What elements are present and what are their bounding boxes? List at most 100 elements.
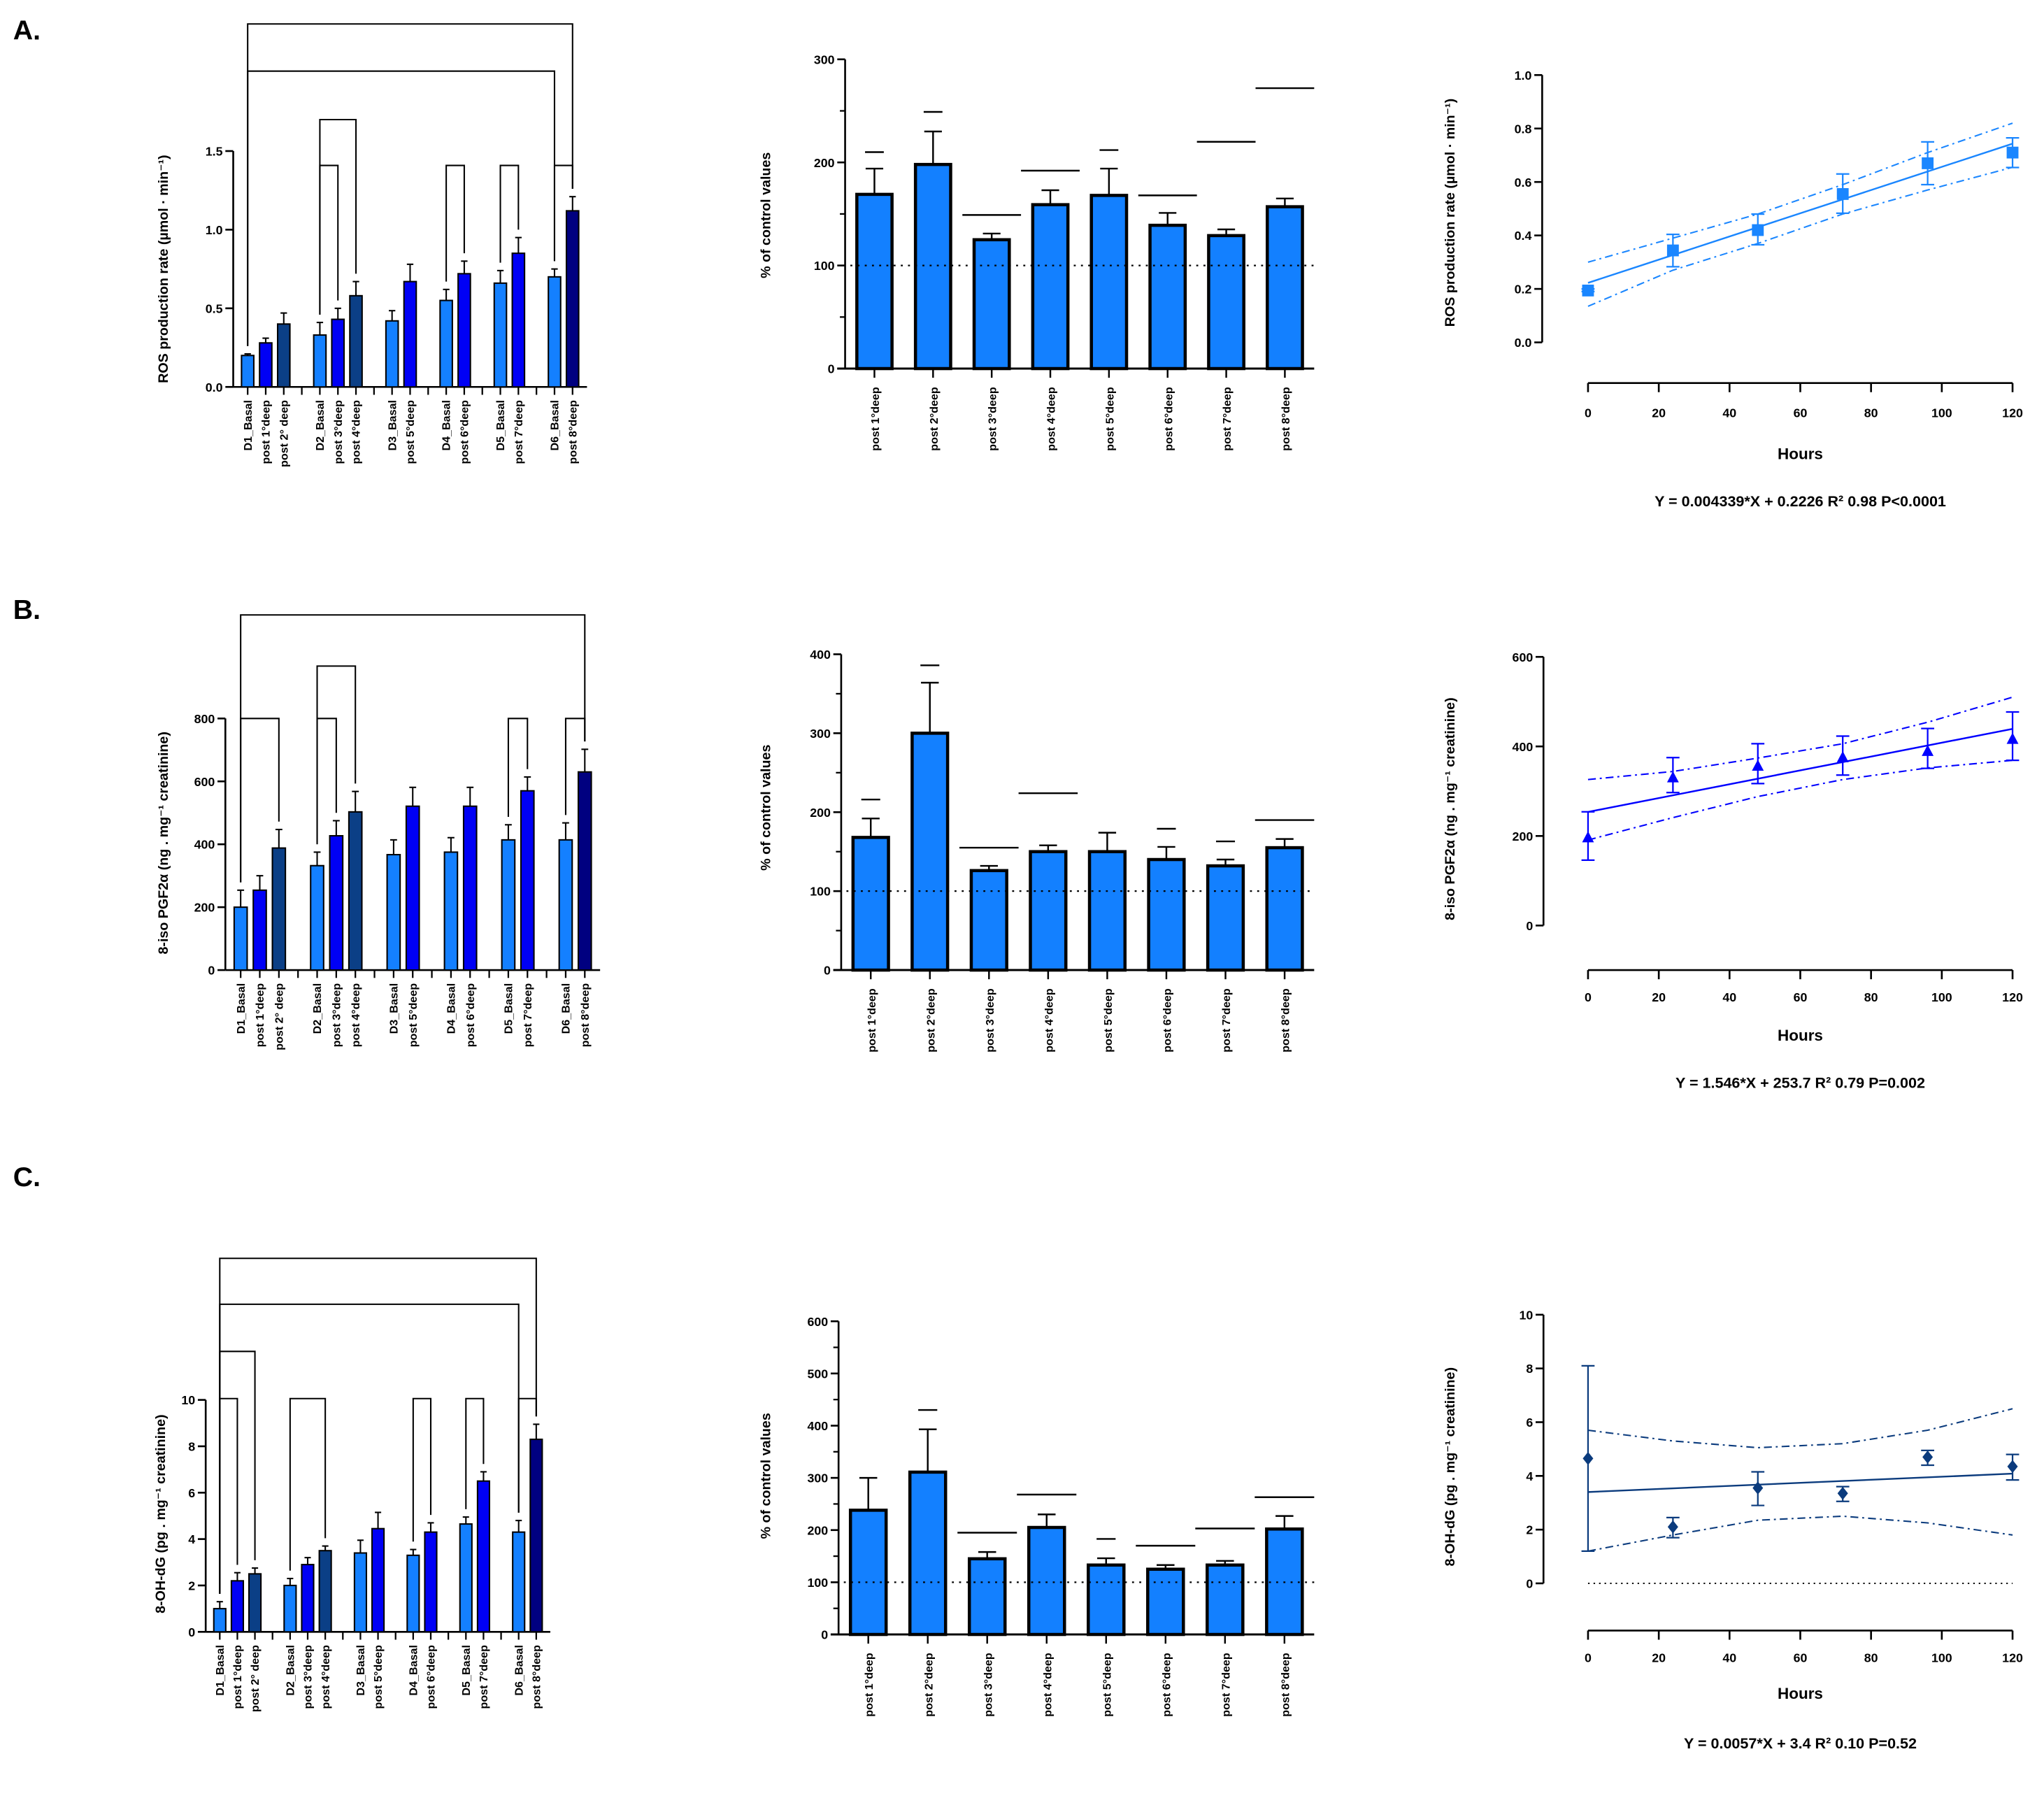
significance-bracket [289,1397,327,1571]
data-point [1752,1481,1764,1495]
x-tick-label: 60 [1794,406,1808,420]
bar [548,276,562,388]
bar [349,294,363,388]
y-tick-label: 600 [194,775,215,789]
data-point [1836,187,1849,200]
bar [259,342,273,388]
panel-letter-b: B. [13,594,41,625]
y-tick-label: 0.4 [1515,229,1532,243]
x-tick-label: 80 [1864,990,1878,1004]
bar [1027,1525,1066,1637]
regression-equation: Y = 0.0057*X + 3.4 R² 0.10 P=0.52 [1684,1735,1917,1752]
y-tick-label: 200 [194,901,215,915]
bar [405,805,420,971]
percent-bar-chart-a: 0 100 200 300 % of control values post 1°deep… [759,52,1315,451]
y-tick-label: 0 [824,964,831,978]
x-tick-label: post 8°deep [566,400,579,464]
bar [967,1557,1007,1637]
x-axis-title: Hours [1778,1027,1823,1044]
x-tick-label: post 2°deep [928,387,941,451]
bar [276,323,291,388]
bar [855,192,894,371]
y-tick-label: 500 [807,1367,828,1381]
x-tick-label: post 5°deep [372,1645,385,1709]
x-tick-label: post 1°deep [260,400,273,464]
data-point [2006,732,2019,744]
bar [310,864,324,971]
x-tick-label: D3_Basal [388,983,401,1034]
bar [313,334,327,388]
x-tick-label: 60 [1794,990,1808,1004]
x-tick-label: post 3°deep [330,983,343,1048]
panel-letter-a: A. [13,15,41,46]
bar [512,1531,526,1633]
significance-bracket [247,70,555,346]
x-tick-label: D5_Basal [503,983,515,1034]
y-tick-label: 300 [807,1471,828,1485]
confidence-band-lower [1587,760,2013,841]
x-tick-label: post 4°deep [1041,1653,1054,1717]
x-tick-label: D4_Basal [407,1645,420,1696]
x-tick-label: D4_Basal [445,983,458,1034]
data-point [1837,1486,1848,1500]
grouped-bar-chart-b: 0 200 400 600 800 8-iso PGF2α (ng . mg⁻¹ crea… [156,614,601,1050]
y-tick-label: 1.0 [206,223,223,237]
bar [493,282,508,388]
x-tick-label: D3_Basal [386,400,399,451]
x-tick-label: post 2°deep [924,988,937,1053]
bar [1089,194,1129,371]
y-axis-title: ROS production rate (µmol · min⁻¹) [156,155,171,383]
x-tick-label: D2_Basal [314,400,327,451]
y-tick-label: 400 [194,838,215,852]
bar [1266,205,1304,371]
bar [1206,1563,1245,1637]
data-point [1752,224,1764,236]
grouped-bar-chart-a: 0.0 0.5 1.0 1.5 ROS production rate (µmol · … [156,23,587,467]
significance-bracket [316,718,337,845]
x-tick-label: post 2° deep [278,400,290,467]
y-axis-title: % of control values [759,745,774,871]
y-tick-label: 600 [807,1315,828,1329]
y-axis-title: 8-OH-dG (pg . mg⁻¹ creatinine) [153,1414,169,1613]
y-tick-label: 100 [810,885,831,899]
y-tick-label: 0 [208,964,215,978]
x-tick-label: 80 [1864,1651,1878,1665]
y-tick-label: 10 [1519,1308,1533,1322]
significance-bracket [219,1257,537,1594]
x-tick-label: D6_Basal [560,983,573,1034]
y-tick-label: 400 [807,1419,828,1433]
bar [230,1580,245,1633]
significance-bracket [319,164,339,315]
x-tick-label: post 1°deep [869,387,882,451]
y-axis-title: % of control values [759,152,774,278]
data-point [1922,157,1934,169]
bar [910,732,950,972]
confidence-band-upper [1587,696,2013,781]
y-tick-label: 200 [814,156,835,170]
x-tick-label: post 2° deep [273,983,285,1050]
x-tick-label: post 5°deep [1102,988,1115,1053]
bar [386,853,401,971]
y-tick-label: 100 [807,1576,828,1590]
x-tick-label: 20 [1652,406,1666,420]
y-tick-label: 2 [1526,1523,1533,1537]
regression-line [1587,1472,2013,1493]
bar [972,238,1011,371]
x-tick-label: post 4°deep [1043,988,1055,1053]
x-tick-label: post 7°deep [1220,1653,1232,1717]
x-tick-label: D6_Basal [513,1645,525,1696]
data-point [1667,1520,1678,1534]
y-tick-label: 300 [810,727,831,741]
x-tick-label: post 3°deep [984,988,996,1053]
y-tick-label: 400 [1513,740,1534,754]
bar [252,889,267,971]
x-tick-label: 20 [1652,1651,1666,1665]
y-tick-label: 1.0 [1515,69,1532,83]
panel-letter-c: C. [13,1162,41,1192]
y-tick-label: 0.0 [1515,336,1532,350]
y-tick-label: 8 [1526,1362,1533,1376]
y-axis-title: ROS production rate (µmol · min⁻¹) [1443,99,1458,327]
x-tick-label: D1_Basal [214,1645,227,1696]
bar [403,280,417,388]
